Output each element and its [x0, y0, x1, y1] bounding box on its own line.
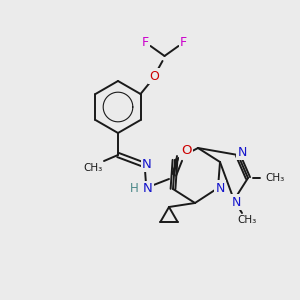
- Text: N: N: [142, 158, 152, 170]
- Text: CH₃: CH₃: [83, 163, 103, 173]
- Text: CH₃: CH₃: [237, 215, 256, 225]
- Text: O: O: [181, 145, 191, 158]
- Text: N: N: [143, 182, 153, 196]
- Text: N: N: [237, 146, 247, 158]
- Text: F: F: [142, 35, 149, 49]
- Text: CH₃: CH₃: [266, 173, 285, 183]
- Text: N: N: [231, 196, 241, 208]
- Text: O: O: [150, 70, 160, 83]
- Text: F: F: [180, 35, 187, 49]
- Text: N: N: [215, 182, 225, 194]
- Text: H: H: [130, 182, 138, 194]
